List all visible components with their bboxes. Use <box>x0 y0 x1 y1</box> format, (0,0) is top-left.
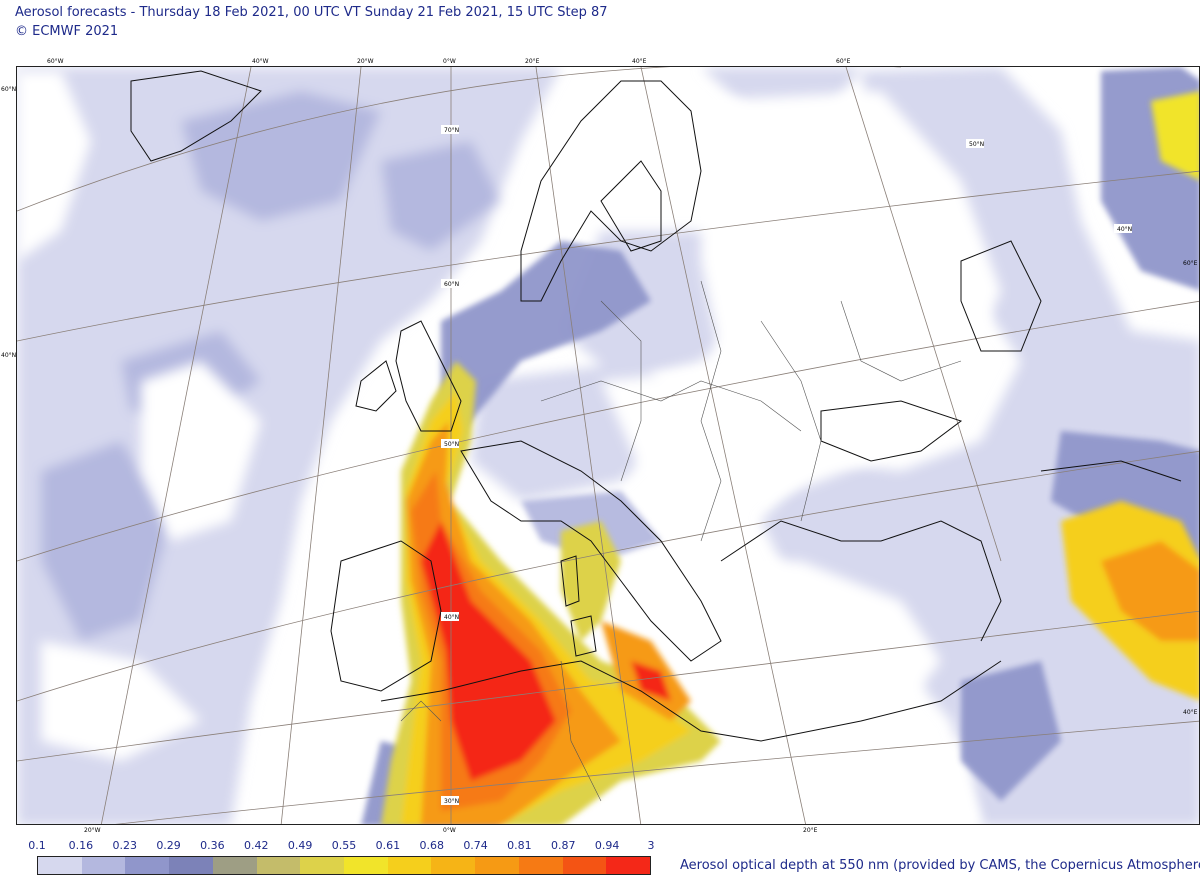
colorbar-level-label: 0.16 <box>68 839 94 852</box>
lat-label-30n: 30°N <box>444 798 459 805</box>
colorbar-level-label: 0.23 <box>112 839 137 852</box>
aerosol-map[interactable]: 70°N 60°N 50°N 40°N 30°N 50°N 40°N 60°E … <box>16 66 1200 825</box>
colorbar <box>37 856 651 875</box>
left-tick-60n: 60°N <box>1 86 17 93</box>
inner-lat-labels: 70°N 60°N 50°N 40°N 30°N 50°N 40°N 60°E … <box>441 125 1198 805</box>
lat-label-50n: 50°N <box>444 441 459 448</box>
colorbar-level-label: 0.87 <box>551 839 576 852</box>
colorbar-swatch <box>606 857 651 874</box>
lon-label-right-40e: 40°E <box>1183 709 1198 716</box>
country-borders <box>400 280 962 802</box>
colorbar-swatch <box>125 857 170 874</box>
colorbar-swatch <box>169 857 213 874</box>
top-tick-60e: 60°E <box>836 58 851 65</box>
colorbar-swatch <box>344 857 388 874</box>
colorbar-swatch <box>38 857 82 874</box>
top-tick-60w: 60°W <box>47 58 64 65</box>
lat-label-right-40n: 40°N <box>1117 226 1132 233</box>
colorbar-swatch <box>300 857 345 874</box>
bottom-tick-20w: 20°W <box>84 827 101 834</box>
colorbar-swatch <box>212 857 257 874</box>
left-tick-40n: 40°N <box>1 352 17 359</box>
colorbar-level-label: 0.42 <box>244 839 269 852</box>
colorbar-level-label: 0.61 <box>375 839 401 852</box>
colorbar-level-label: 0.49 <box>287 839 313 852</box>
bottom-tick-20e: 20°E <box>803 827 818 834</box>
graticule <box>17 67 1199 824</box>
colorbar-level-label: 0.74 <box>463 839 488 852</box>
colorbar-level-label: 0.1 <box>28 839 46 852</box>
colorbar-level-label: 0.55 <box>331 839 357 852</box>
colorbar-swatch <box>475 857 519 874</box>
colorbar-level-label: 0.29 <box>156 839 181 852</box>
lat-label-40n: 40°N <box>444 614 459 621</box>
top-tick-40w: 40°W <box>252 58 269 65</box>
copyright-text: © ECMWF 2021 <box>15 24 119 39</box>
colorbar-level-label: 0.68 <box>419 839 444 852</box>
top-tick-40e: 40°E <box>632 58 647 65</box>
top-tick-20e: 20°E <box>525 58 540 65</box>
colorbar-level-label: 0.94 <box>594 839 620 852</box>
top-tick-0w: 0°W <box>443 58 456 65</box>
map-title: Aerosol forecasts - Thursday 18 Feb 2021… <box>15 5 608 20</box>
colorbar-swatch <box>387 857 432 874</box>
colorbar-swatch <box>81 857 126 874</box>
colorbar-level-label: 0.36 <box>200 839 225 852</box>
colorbar-swatch <box>518 857 563 874</box>
lon-label-right-60e: 60°E <box>1183 260 1198 267</box>
top-tick-20w: 20°W <box>357 58 374 65</box>
map-canvas: 70°N 60°N 50°N 40°N 30°N 50°N 40°N 60°E … <box>17 67 1199 824</box>
lat-label-right-50n: 50°N <box>969 141 984 148</box>
colorbar-level-label: 0.81 <box>507 839 532 852</box>
colorbar-caption: Aerosol optical depth at 550 nm (provide… <box>680 858 1200 873</box>
bottom-tick-0w: 0°W <box>443 827 456 834</box>
colorbar-swatch <box>562 857 607 874</box>
lat-label-70n: 70°N <box>444 127 459 134</box>
map-header: Aerosol forecasts - Thursday 18 Feb 2021… <box>15 3 608 41</box>
clear-sky-patches <box>17 71 1001 824</box>
colorbar-level-label: 3 <box>647 839 655 852</box>
coastlines <box>130 70 1182 742</box>
colorbar-swatch <box>256 857 301 874</box>
lat-label-60n: 60°N <box>444 281 459 288</box>
colorbar-swatch <box>431 857 476 874</box>
